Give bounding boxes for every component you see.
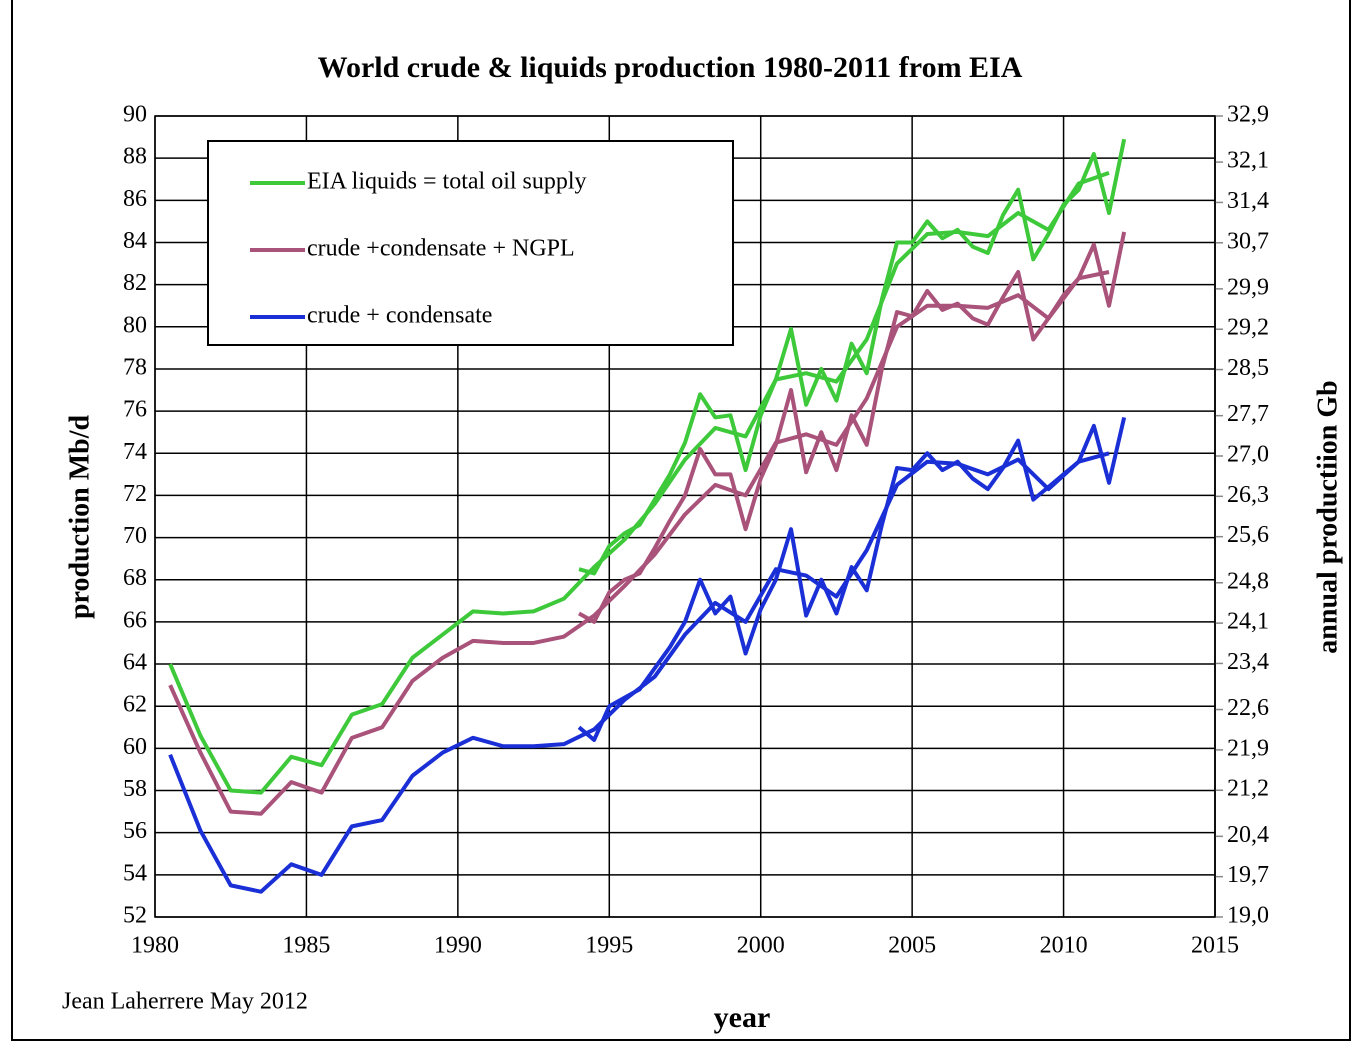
y-tick-label: 90 <box>123 102 147 128</box>
y2-tick-label: 19,0 <box>1227 903 1269 929</box>
y-tick-label: 70 <box>123 523 147 549</box>
y-tick-label: 80 <box>123 312 147 338</box>
y2-tick-label: 24,1 <box>1227 609 1269 635</box>
y2-tick-label: 21,9 <box>1227 735 1269 761</box>
series-line <box>578 138 1127 576</box>
legend-label: crude + condensate <box>307 303 492 329</box>
y-tick-label: 66 <box>123 607 147 633</box>
y2-tick-label: 27,0 <box>1227 441 1269 467</box>
y2-tick-label: 30,7 <box>1227 228 1269 254</box>
y-tick-label: 76 <box>123 397 147 423</box>
legend-label: EIA liquids = total oil supply <box>307 169 587 195</box>
y2-tick-label: 26,3 <box>1227 482 1269 508</box>
x-axis-label: year <box>714 1001 771 1034</box>
y2-tick-label: 21,2 <box>1227 776 1269 802</box>
legend-label: crude +condensate + NGPL <box>307 236 575 262</box>
y2-tick-label: 22,6 <box>1227 695 1269 721</box>
x-tick-label: 1990 <box>434 933 482 959</box>
x-tick-label: 2015 <box>1191 933 1239 959</box>
y2-tick-label: 29,9 <box>1227 274 1269 300</box>
y-tick-label: 58 <box>123 776 147 802</box>
y2-tick-label: 32,9 <box>1227 102 1269 128</box>
y2-tick-label: 29,2 <box>1227 315 1269 341</box>
y2-tick-label: 19,7 <box>1227 862 1269 888</box>
y-axis-label: production Mb/d <box>64 415 95 620</box>
y2-tick-label: 31,4 <box>1227 188 1269 214</box>
y-tick-label: 56 <box>123 818 147 844</box>
y-tick-label: 82 <box>123 270 147 296</box>
x-tick-label: 2000 <box>737 933 785 959</box>
y-tick-label: 84 <box>123 228 147 254</box>
x-tick-label: 2010 <box>1040 933 1088 959</box>
x-tick-label: 2005 <box>888 933 936 959</box>
y-tick-label: 78 <box>123 354 147 380</box>
y2-tick-label: 28,5 <box>1227 355 1269 381</box>
y-tick-label: 72 <box>123 481 147 507</box>
y-tick-label: 86 <box>123 186 147 212</box>
y-tick-label: 68 <box>123 565 147 591</box>
series-line <box>577 416 1127 742</box>
chart-title: World crude & liquids production 1980-20… <box>318 51 1023 84</box>
legend-box <box>207 140 734 346</box>
frame <box>11 0 1351 1041</box>
y-tick-label: 54 <box>123 860 147 886</box>
y2-tick-label: 20,4 <box>1227 822 1269 848</box>
series-line <box>578 231 1127 624</box>
y2-tick-label: 32,1 <box>1227 148 1269 174</box>
y-tick-label: 62 <box>123 692 147 718</box>
y2-tick-label: 23,4 <box>1227 649 1269 675</box>
y-tick-label: 88 <box>123 144 147 170</box>
y-tick-label: 74 <box>123 439 147 465</box>
y2-tick-label: 24,8 <box>1227 568 1269 594</box>
series-line <box>168 270 1110 816</box>
y2-tick-label: 27,7 <box>1227 401 1269 427</box>
y-tick-label: 52 <box>123 903 147 929</box>
y2-axis-label: annual productiion Gb <box>1312 380 1343 653</box>
y2-tick-label: 25,6 <box>1227 522 1269 548</box>
x-tick-label: 1995 <box>585 933 633 959</box>
y-tick-label: 60 <box>123 734 147 760</box>
y-tick-label: 64 <box>123 650 147 676</box>
plot-border <box>154 115 1216 918</box>
annotation: Jean Laherrere May 2012 <box>62 989 308 1015</box>
x-tick-label: 1980 <box>131 933 179 959</box>
x-tick-label: 1985 <box>282 933 330 959</box>
